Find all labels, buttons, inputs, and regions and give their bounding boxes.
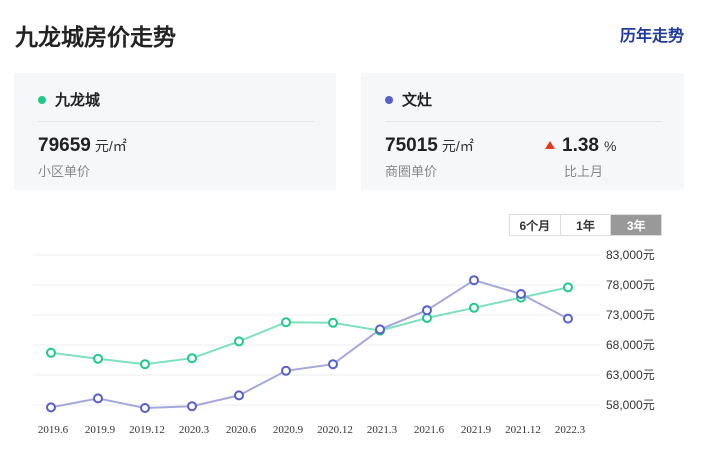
community-data-point bbox=[422, 313, 432, 323]
district-data-point bbox=[328, 359, 338, 370]
district-data-point bbox=[422, 305, 432, 316]
tab-3-years[interactable]: 3年 bbox=[610, 215, 662, 235]
y-tick-label: 78,000元 bbox=[606, 278, 655, 292]
district-series-line bbox=[50, 279, 569, 410]
community-data-point bbox=[93, 353, 103, 364]
district-data-point bbox=[516, 289, 526, 299]
tab-1-year[interactable]: 1年 bbox=[559, 215, 611, 235]
district-data-point bbox=[469, 275, 479, 286]
x-tick-label: 2022.3 bbox=[555, 424, 586, 436]
card-divider bbox=[385, 121, 662, 122]
month-change-unit: % bbox=[603, 138, 617, 154]
x-tick-label: 2021.6 bbox=[414, 424, 445, 436]
district-price: 75015 元/㎡ bbox=[385, 135, 474, 157]
community-data-point bbox=[140, 359, 150, 370]
month-change: 1.38% bbox=[545, 135, 616, 157]
x-tick-label: 2019.6 bbox=[38, 424, 69, 436]
district-name-label: 文灶 bbox=[402, 92, 433, 109]
district-price-unit: 元/㎡ bbox=[441, 138, 474, 154]
x-tick-label: 2021.9 bbox=[461, 424, 492, 436]
month-change-value: 1.38 bbox=[562, 135, 599, 156]
x-tick-label: 2021.12 bbox=[505, 424, 541, 436]
district-data-point bbox=[375, 324, 385, 335]
y-tick-label: 73,000元 bbox=[606, 308, 655, 322]
community-data-point bbox=[46, 347, 56, 358]
x-tick-label: 2019.9 bbox=[85, 424, 116, 436]
district-data-point bbox=[93, 393, 103, 404]
x-tick-label: 2021.3 bbox=[367, 424, 398, 436]
community-dot-icon bbox=[38, 95, 46, 104]
community-price-label: 小区单价 bbox=[38, 164, 91, 179]
district-name: 文灶 bbox=[385, 89, 432, 110]
district-price-label: 商圈单价 bbox=[385, 164, 438, 179]
x-tick-label: 2019.12 bbox=[129, 424, 165, 436]
community-name: 九龙城 bbox=[38, 89, 100, 110]
history-trend-link[interactable]: 历年走势 bbox=[619, 28, 684, 45]
community-price: 79659 元/㎡ bbox=[38, 135, 127, 157]
tab-6-months[interactable]: 6个月 bbox=[510, 215, 560, 235]
district-data-point bbox=[234, 390, 244, 401]
community-price-card: 九龙城 79659 元/㎡ 小区单价 bbox=[14, 73, 336, 190]
y-tick-label: 58,000元 bbox=[606, 398, 655, 412]
community-name-label: 九龙城 bbox=[55, 92, 101, 109]
community-data-point bbox=[187, 353, 197, 364]
page-title: 九龙城房价走势 bbox=[15, 24, 176, 50]
price-trend-chart: 83,000元 78,000元 73,000元 68,000元 63,000元 58,00… bbox=[33, 248, 655, 436]
community-data-point bbox=[234, 336, 244, 347]
x-tick-label: 2020.3 bbox=[179, 424, 210, 436]
district-data-point bbox=[563, 313, 573, 324]
community-series-line bbox=[50, 286, 569, 366]
card-divider bbox=[38, 121, 314, 122]
district-data-point bbox=[140, 403, 150, 413]
community-price-value: 79659 bbox=[38, 135, 91, 156]
district-price-card: 文灶 75015 元/㎡ 商圈单价 1.38% 比上月 bbox=[361, 73, 684, 190]
district-price-value: 75015 bbox=[385, 135, 438, 156]
district-dot-icon bbox=[385, 95, 393, 104]
district-data-point bbox=[187, 401, 197, 412]
x-tick-label: 2020.9 bbox=[273, 424, 304, 436]
month-change-label: 比上月 bbox=[564, 164, 604, 179]
x-tick-label: 2020.12 bbox=[317, 424, 353, 436]
y-tick-label: 68,000元 bbox=[606, 338, 655, 352]
district-data-point bbox=[281, 365, 291, 376]
x-tick-label: 2020.6 bbox=[226, 424, 257, 436]
community-data-point bbox=[281, 317, 291, 328]
community-data-point bbox=[328, 317, 338, 328]
up-triangle-icon bbox=[545, 141, 555, 149]
y-tick-label: 63,000元 bbox=[606, 368, 655, 382]
y-tick-label: 83,000元 bbox=[606, 248, 655, 262]
community-price-unit: 元/㎡ bbox=[94, 138, 127, 154]
district-data-point bbox=[46, 402, 56, 413]
community-data-point bbox=[563, 282, 573, 293]
range-tabs: 6个月 1年 3年 bbox=[509, 214, 662, 236]
community-data-point bbox=[469, 302, 479, 313]
